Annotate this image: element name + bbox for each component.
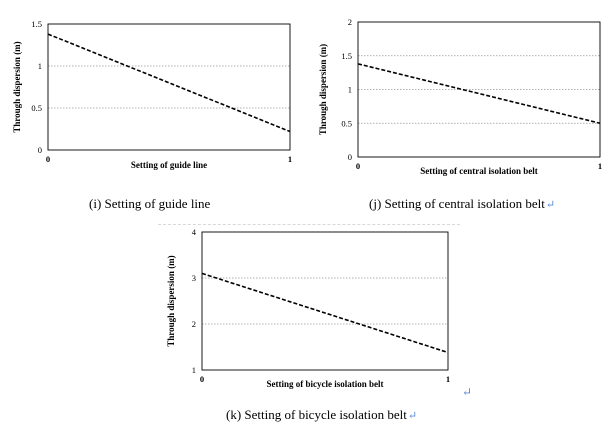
plot-frame: [47, 23, 291, 151]
y-tick-label: 0: [38, 145, 42, 155]
y-tick-label: 4: [192, 227, 197, 237]
x-tick-label: 0: [200, 374, 204, 384]
y-tick-label: 2: [348, 17, 352, 27]
return-icon: ↵: [545, 199, 556, 211]
chart-bicycle-isolation-belt: 1 2 3 4 0 1 Setting of bicycle isolation belt T…: [160, 226, 460, 398]
caption-guide-line: (i) Setting of guide line: [89, 196, 211, 211]
series-line-0: [201, 272, 449, 354]
y-axis-label: Through dispersion (m): [318, 44, 328, 135]
y-tick-label: 3: [192, 273, 196, 283]
chart-guide-line: 0 0.5 1 1.5 0 1 Setting of guide line Through d…: [0, 0, 300, 175]
chart-central-isolation-belt: 0 0.5 1 1.5 2 0 1 Setting of central isolation …: [310, 0, 608, 185]
y-tick-label: 2: [192, 319, 196, 329]
y-tick-label: 0.5: [31, 103, 42, 113]
y-tick-label: 1: [38, 61, 42, 71]
y-tick-label: 0.5: [341, 118, 352, 128]
x-axis-label: Setting of bicycle isolation belt: [267, 379, 384, 389]
return-icon: ↵: [407, 410, 418, 422]
chart-guide-line-svg: 0 0.5 1 1.5 0 1 Setting of guide line Through d…: [12, 19, 292, 170]
caption-bicycle-isolation-belt: (k) Setting of bicycle isolation belt↵: [226, 407, 418, 422]
x-tick-label: 1: [598, 161, 602, 171]
y-tick-label: 1.5: [341, 51, 352, 61]
x-tick-label: 0: [356, 161, 360, 171]
caption-central-isolation-belt: (j) Setting of central isolation belt↵: [369, 196, 556, 211]
chart-central-isolation-belt-svg: 0 0.5 1 1.5 2 0 1 Setting of central isolation …: [318, 17, 602, 176]
x-tick-label: 1: [288, 154, 292, 164]
x-tick-label: 1: [446, 374, 450, 384]
x-axis-label: Setting of guide line: [131, 160, 207, 170]
plot-frame: [357, 21, 601, 158]
series-line-0: [357, 63, 601, 125]
y-tick-label: 1: [192, 365, 196, 375]
return-icon: ↵: [462, 385, 473, 399]
y-axis-label: Through dispersion (m): [12, 41, 22, 132]
series-line-0: [47, 33, 291, 133]
y-tick-label: 1: [348, 85, 352, 95]
y-tick-label: 1.5: [31, 19, 42, 29]
panel-divider: [158, 224, 460, 225]
x-tick-label: 0: [46, 154, 50, 164]
y-tick-label: 0: [348, 152, 352, 162]
x-axis-label: Setting of central isolation belt: [420, 166, 538, 176]
plot-frame: [201, 231, 449, 371]
y-axis-label: Through dispersion (m): [166, 255, 176, 346]
